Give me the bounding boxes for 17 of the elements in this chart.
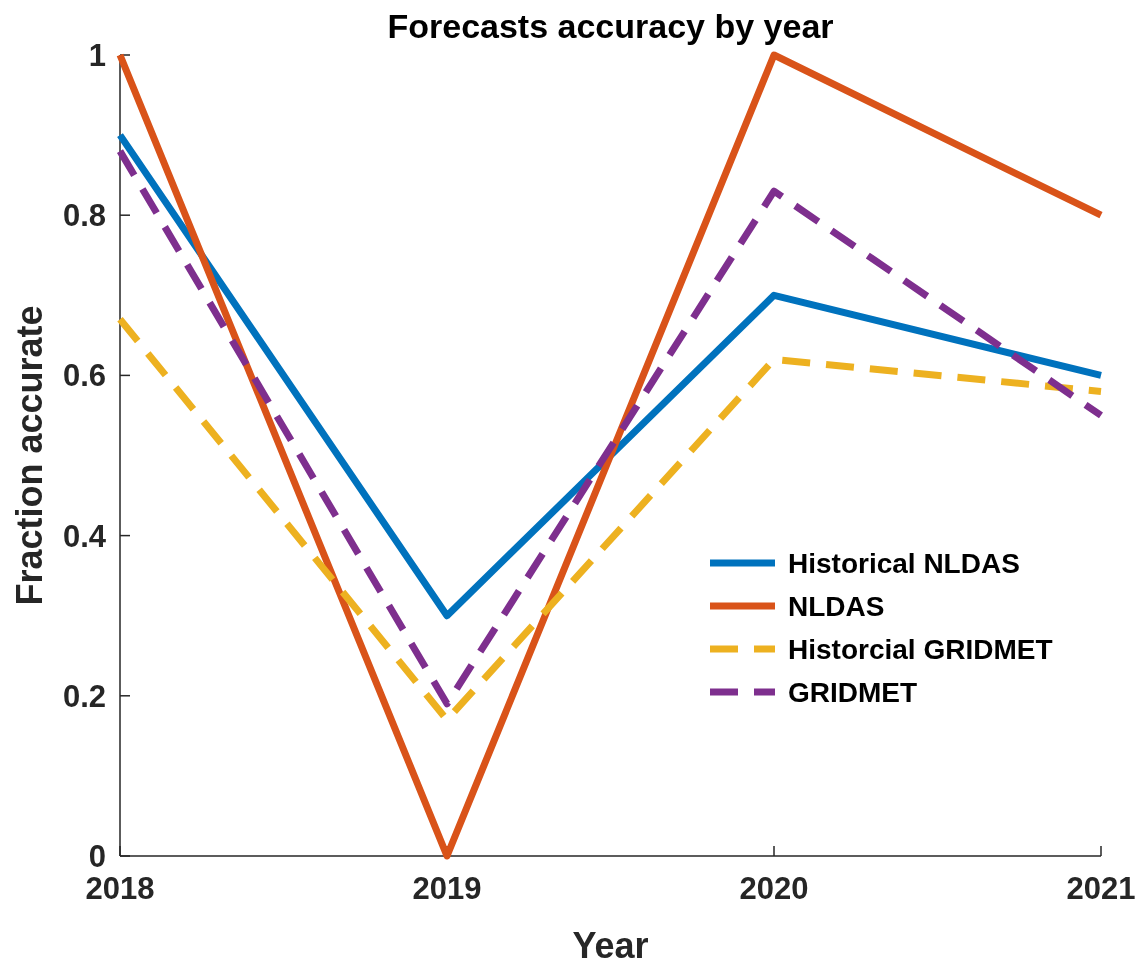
legend-label: Historcial GRIDMET — [788, 634, 1053, 665]
y-axis-title: Fraction accurate — [9, 305, 50, 606]
y-tick-label: 0.8 — [62, 198, 106, 234]
x-tick-label: 2019 — [412, 871, 482, 906]
y-tick-label: 0.6 — [62, 358, 106, 394]
x-axis-title: Year — [572, 925, 649, 965]
legend-label: GRIDMET — [788, 677, 918, 708]
legend-label: NLDAS — [788, 591, 885, 622]
y-tick-label: 1 — [88, 38, 106, 73]
legend-label: Historical NLDAS — [788, 548, 1020, 579]
y-tick-label: 0.2 — [62, 678, 106, 714]
chart-title: Forecasts accuracy by year — [387, 7, 834, 45]
x-tick-label: 2020 — [739, 871, 809, 906]
x-tick-label: 2018 — [85, 871, 155, 906]
y-tick-label: 0 — [88, 839, 106, 874]
y-tick-label: 0.4 — [62, 518, 107, 554]
x-tick-label: 2021 — [1066, 871, 1136, 906]
